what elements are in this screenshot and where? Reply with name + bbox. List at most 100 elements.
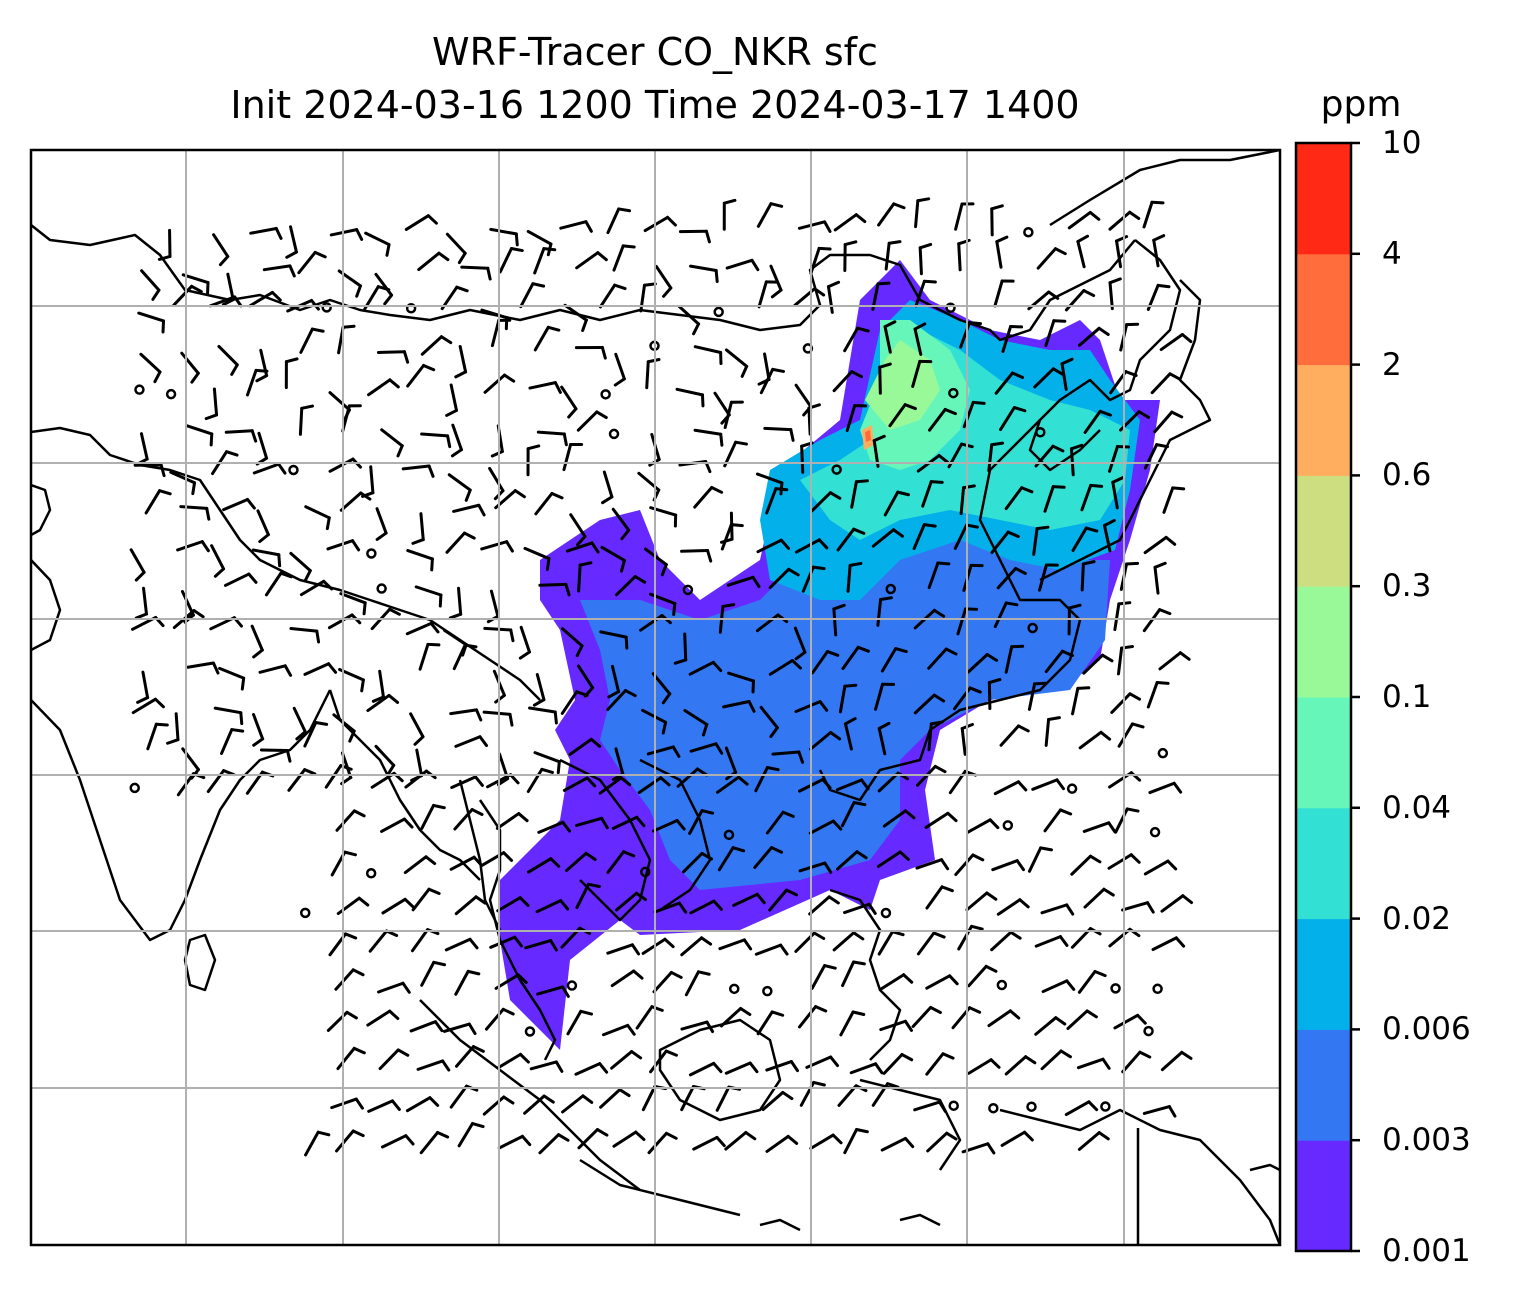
coastline-japan	[1039, 279, 1212, 582]
wind-barb	[418, 642, 441, 671]
wind-barb	[252, 713, 265, 747]
wind-barb	[927, 561, 951, 590]
calm-marker	[996, 979, 1008, 991]
wind-barb	[843, 717, 857, 751]
calm-marker	[885, 583, 896, 595]
wind-barb	[1000, 1130, 1034, 1147]
wind-barb	[606, 943, 641, 956]
wind-barb	[911, 359, 933, 388]
wind-barb	[649, 1049, 678, 1074]
wind-barb	[610, 1050, 643, 1070]
wind-barb	[723, 440, 748, 468]
calm-marker	[134, 384, 145, 395]
plume-level-3	[800, 330, 1130, 540]
wind-barb	[999, 406, 1027, 432]
wind-barb	[335, 1129, 365, 1153]
wind-barb	[995, 235, 1009, 269]
wind-barb	[1066, 1009, 1098, 1031]
wind-barb	[759, 705, 779, 739]
wind-barb	[637, 776, 671, 794]
wind-barb	[131, 697, 165, 715]
calm-marker	[729, 983, 740, 995]
wind-barb	[380, 428, 404, 458]
wind-barb	[1082, 821, 1117, 834]
wind-barb	[450, 775, 484, 789]
wind-barb	[518, 625, 531, 660]
wind-barb	[654, 264, 673, 298]
wind-barb	[646, 745, 681, 758]
wind-barb	[414, 585, 443, 608]
wind-barb	[1038, 563, 1059, 592]
wind-barb	[169, 470, 197, 496]
wind-barb	[420, 335, 453, 356]
wind-barb	[560, 385, 578, 419]
wind-barb	[1033, 367, 1065, 389]
wind-barb	[1153, 410, 1184, 434]
wind-barb	[1034, 1016, 1067, 1036]
calm-marker	[880, 907, 892, 919]
wind-barb	[832, 603, 846, 637]
wind-barb	[538, 582, 571, 597]
wind-barb	[651, 819, 686, 833]
wind-barb	[724, 1130, 757, 1151]
map-title: WRF-Tracer CO_NKR sfc	[432, 30, 878, 74]
wind-barb	[1108, 445, 1130, 473]
wind-barb	[993, 601, 1019, 629]
wind-barb	[495, 812, 529, 830]
wind-barb	[448, 586, 463, 620]
colorbar-tick-label: 0.6	[1382, 457, 1432, 494]
wind-barb	[1113, 1013, 1147, 1030]
wind-barb	[449, 855, 484, 871]
wind-barb	[411, 887, 441, 912]
wind-barb	[1143, 859, 1178, 876]
wind-barb	[606, 689, 637, 712]
wind-barb	[653, 901, 688, 914]
wind-barb	[888, 403, 917, 428]
wind-barb	[918, 242, 933, 276]
wind-barb	[1043, 808, 1073, 833]
calm-marker	[405, 303, 417, 314]
wind-barb	[480, 540, 514, 553]
wind-barb	[611, 815, 646, 830]
wind-barb	[912, 523, 937, 551]
wind-barb	[575, 816, 609, 830]
wind-barb	[1121, 901, 1155, 914]
gridlines	[31, 150, 1280, 1245]
calm-marker	[1027, 622, 1038, 634]
coastline-northern-border	[31, 224, 1136, 342]
wind-barb	[993, 279, 1015, 308]
wind-barb	[877, 202, 906, 227]
wind-barb	[607, 664, 621, 699]
colorbar-segment	[1296, 364, 1351, 476]
wind-barb	[884, 240, 902, 271]
wind-barb	[374, 272, 394, 306]
wind-barb	[925, 1052, 955, 1076]
wind-barb	[727, 671, 755, 694]
wind-barb	[526, 444, 541, 477]
wind-barb	[180, 351, 200, 384]
wind-barb	[223, 572, 258, 587]
wind-barb	[883, 320, 897, 354]
wind-barb	[689, 742, 724, 755]
colorbar-segment	[1296, 253, 1351, 366]
wind-barb	[454, 735, 489, 748]
wind-barb	[1032, 525, 1050, 556]
coastline-indochina	[559, 758, 652, 922]
wind-barb	[454, 969, 481, 996]
wind-barb	[482, 710, 514, 727]
wind-barb	[146, 722, 169, 751]
calm-marker	[524, 1026, 536, 1037]
calm-marker	[366, 548, 377, 559]
wind-barb	[285, 225, 298, 259]
wind-barb	[449, 708, 483, 722]
wind-barb	[615, 575, 647, 597]
wind-barb	[332, 713, 356, 743]
wind-barb	[615, 891, 647, 912]
wind-barb	[612, 244, 636, 272]
wind-barb	[377, 981, 411, 994]
wind-barb	[996, 566, 1027, 590]
wind-barb	[185, 424, 214, 447]
coastline-pacific-islands	[1249, 1163, 1280, 1172]
wind-barb	[720, 523, 744, 551]
wind-barb	[1158, 651, 1191, 671]
